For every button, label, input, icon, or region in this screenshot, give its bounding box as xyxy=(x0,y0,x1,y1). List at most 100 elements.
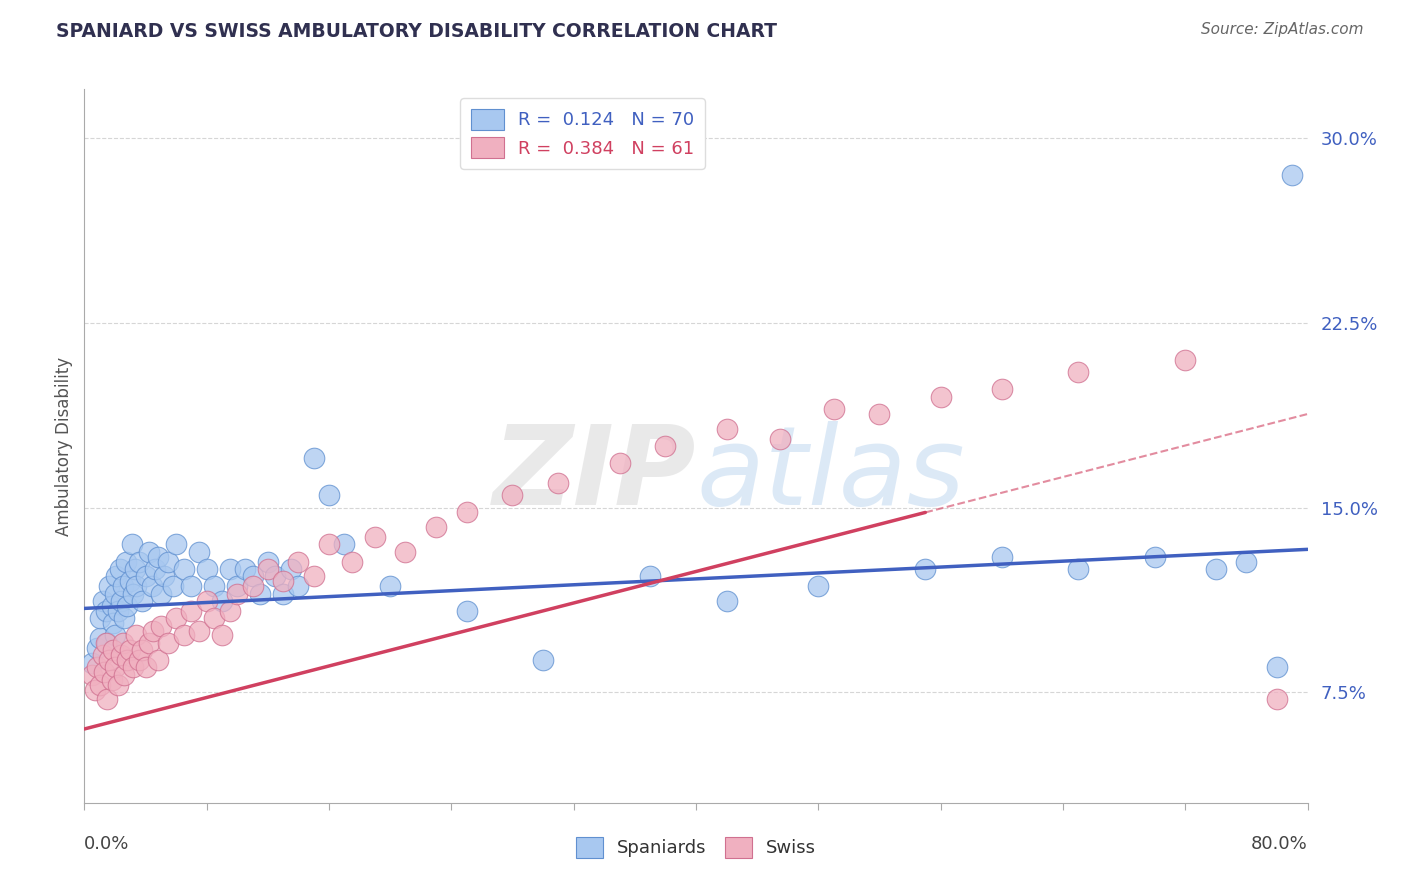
Spaniards xyxy=(318,488,340,502)
Spaniards xyxy=(1281,169,1303,183)
Spaniards xyxy=(124,562,146,576)
Spaniards xyxy=(456,604,478,618)
Swiss xyxy=(103,643,125,657)
Spaniards xyxy=(1205,562,1227,576)
Swiss xyxy=(188,624,211,638)
Spaniards xyxy=(153,569,176,583)
Spaniards xyxy=(380,579,402,593)
Swiss xyxy=(211,628,233,642)
Spaniards xyxy=(111,579,134,593)
Spaniards xyxy=(218,562,240,576)
Swiss xyxy=(142,624,165,638)
Spaniards xyxy=(249,587,271,601)
Swiss xyxy=(93,665,115,680)
Spaniards xyxy=(162,579,184,593)
Spaniards xyxy=(91,594,114,608)
Swiss xyxy=(157,636,180,650)
Swiss xyxy=(128,653,150,667)
Swiss xyxy=(364,530,387,544)
Spaniards xyxy=(914,562,936,576)
Spaniards xyxy=(128,555,150,569)
Swiss xyxy=(94,636,117,650)
Swiss xyxy=(149,618,172,632)
Spaniards xyxy=(226,579,249,593)
Swiss xyxy=(257,562,280,576)
Spaniards xyxy=(143,562,166,576)
Spaniards xyxy=(122,587,145,601)
Swiss xyxy=(101,673,124,687)
Spaniards xyxy=(115,599,138,613)
Spaniards xyxy=(103,616,125,631)
Spaniards xyxy=(157,555,180,569)
Swiss xyxy=(654,439,676,453)
Swiss xyxy=(91,648,114,662)
Spaniards xyxy=(112,611,135,625)
Spaniards xyxy=(89,611,111,625)
Spaniards xyxy=(131,594,153,608)
Spaniards xyxy=(104,587,127,601)
Spaniards xyxy=(302,451,325,466)
Swiss xyxy=(135,660,157,674)
Y-axis label: Ambulatory Disability: Ambulatory Disability xyxy=(55,357,73,535)
Swiss xyxy=(456,505,478,519)
Swiss xyxy=(97,653,120,667)
Swiss xyxy=(609,456,631,470)
Swiss xyxy=(1067,365,1090,379)
Swiss xyxy=(115,653,138,667)
Spaniards xyxy=(1236,555,1258,569)
Spaniards xyxy=(89,631,111,645)
Swiss xyxy=(547,475,569,490)
Swiss xyxy=(302,569,325,583)
Swiss xyxy=(89,678,111,692)
Swiss xyxy=(146,653,169,667)
Swiss xyxy=(80,668,103,682)
Spaniards xyxy=(287,579,309,593)
Swiss xyxy=(107,678,129,692)
Swiss xyxy=(242,579,264,593)
Spaniards xyxy=(1067,562,1090,576)
Spaniards xyxy=(195,562,218,576)
Spaniards xyxy=(202,579,225,593)
Spaniards xyxy=(146,549,169,564)
Spaniards xyxy=(716,594,738,608)
Swiss xyxy=(104,660,127,674)
Spaniards xyxy=(121,537,143,551)
Swiss xyxy=(769,432,792,446)
Swiss xyxy=(125,628,148,642)
Spaniards xyxy=(101,599,124,613)
Swiss xyxy=(340,555,363,569)
Spaniards xyxy=(135,569,157,583)
Spaniards xyxy=(211,594,233,608)
Swiss xyxy=(84,682,107,697)
Spaniards xyxy=(991,549,1014,564)
Spaniards xyxy=(1265,660,1288,674)
Swiss xyxy=(120,643,142,657)
Spaniards xyxy=(86,640,108,655)
Text: 80.0%: 80.0% xyxy=(1251,835,1308,853)
Swiss xyxy=(1174,352,1197,367)
Swiss xyxy=(138,636,160,650)
Swiss xyxy=(394,545,416,559)
Spaniards xyxy=(80,656,103,670)
Spaniards xyxy=(333,537,356,551)
Spaniards xyxy=(110,594,132,608)
Swiss xyxy=(1265,692,1288,706)
Spaniards xyxy=(138,545,160,559)
Spaniards xyxy=(105,569,128,583)
Swiss xyxy=(112,668,135,682)
Spaniards xyxy=(233,562,256,576)
Spaniards xyxy=(120,574,142,589)
Spaniards xyxy=(107,604,129,618)
Swiss xyxy=(716,422,738,436)
Swiss xyxy=(425,520,447,534)
Swiss xyxy=(226,587,249,601)
Spaniards xyxy=(96,636,118,650)
Text: 0.0%: 0.0% xyxy=(84,835,129,853)
Spaniards xyxy=(108,562,131,576)
Spaniards xyxy=(97,579,120,593)
Spaniards xyxy=(188,545,211,559)
Spaniards xyxy=(180,579,202,593)
Spaniards xyxy=(149,587,172,601)
Spaniards xyxy=(114,555,136,569)
Text: ZIP: ZIP xyxy=(492,421,696,528)
